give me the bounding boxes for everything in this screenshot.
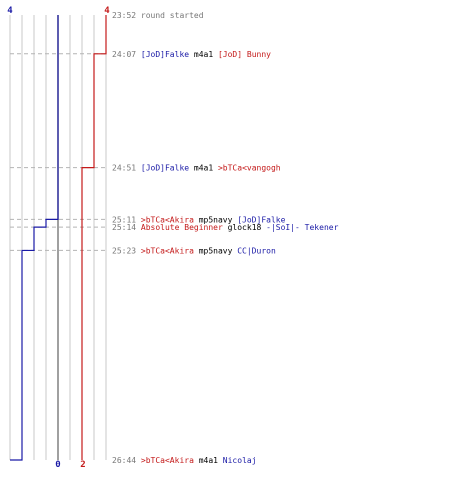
- event-time: 25:23: [112, 246, 141, 255]
- event-weapon: mp5navy: [199, 246, 238, 255]
- event-row: 25:14 Absolute Beginner glock18 -|SoI|- …: [112, 223, 339, 232]
- event-time: 26:44: [112, 456, 141, 465]
- event-row: 26:44 >bTCa<Akira m4a1 Nicolaj: [112, 456, 257, 465]
- event-time: 25:14: [112, 223, 141, 232]
- event-victim: [JoD] Bunny: [218, 50, 271, 59]
- event-time: 24:51: [112, 164, 141, 173]
- event-time: 23:52: [112, 11, 141, 20]
- event-victim: >bTCa<vangogh: [218, 164, 281, 173]
- event-weapon: m4a1: [199, 456, 223, 465]
- event-time: 25:11: [112, 215, 141, 224]
- red-end-count: 2: [80, 460, 85, 470]
- event-killer: >bTCa<Akira: [141, 215, 199, 224]
- red-start-count: 4: [104, 6, 110, 16]
- event-weapon: m4a1: [194, 164, 218, 173]
- team-count-labels: 4 4 0 2: [7, 6, 110, 470]
- event-weapon: round started: [141, 11, 204, 20]
- event-row: 24:07 [JoD]Falke m4a1 [JoD] Bunny: [112, 50, 271, 59]
- event-guide-lines: [10, 53, 108, 251]
- event-killer: >bTCa<Akira: [141, 456, 199, 465]
- event-row: 25:11 >bTCa<Akira mp5navy [JoD]Falke: [112, 215, 286, 224]
- event-weapon: m4a1: [194, 50, 218, 59]
- team-series: [10, 15, 107, 461]
- red-team-line: [81, 15, 107, 460]
- event-victim: CC|Duron: [237, 246, 276, 255]
- blue-start-count: 4: [7, 6, 13, 16]
- event-row: 23:52 round started: [112, 11, 204, 20]
- event-row: 25:23 >bTCa<Akira mp5navy CC|Duron: [112, 246, 276, 255]
- blue-end-count: 0: [55, 460, 60, 470]
- event-victim: -|SoI|- Tekener: [266, 223, 338, 232]
- blue-team-line: [10, 15, 59, 461]
- event-weapon: mp5navy: [199, 215, 238, 224]
- event-killer: [JoD]Falke: [141, 164, 194, 173]
- event-victim: [JoD]Falke: [237, 215, 285, 224]
- event-victim: Nicolaj: [223, 456, 257, 465]
- event-weapon: glock18: [228, 223, 267, 232]
- event-killer: [JoD]Falke: [141, 50, 194, 59]
- event-killer: Absolute Beginner: [141, 223, 228, 232]
- event-row: 24:51 [JoD]Falke m4a1 >bTCa<vangogh: [112, 164, 281, 173]
- event-killer: >bTCa<Akira: [141, 246, 199, 255]
- event-time: 24:07: [112, 50, 141, 59]
- event-log: 23:52 round started 24:07 [JoD]Falke m4a…: [112, 11, 339, 465]
